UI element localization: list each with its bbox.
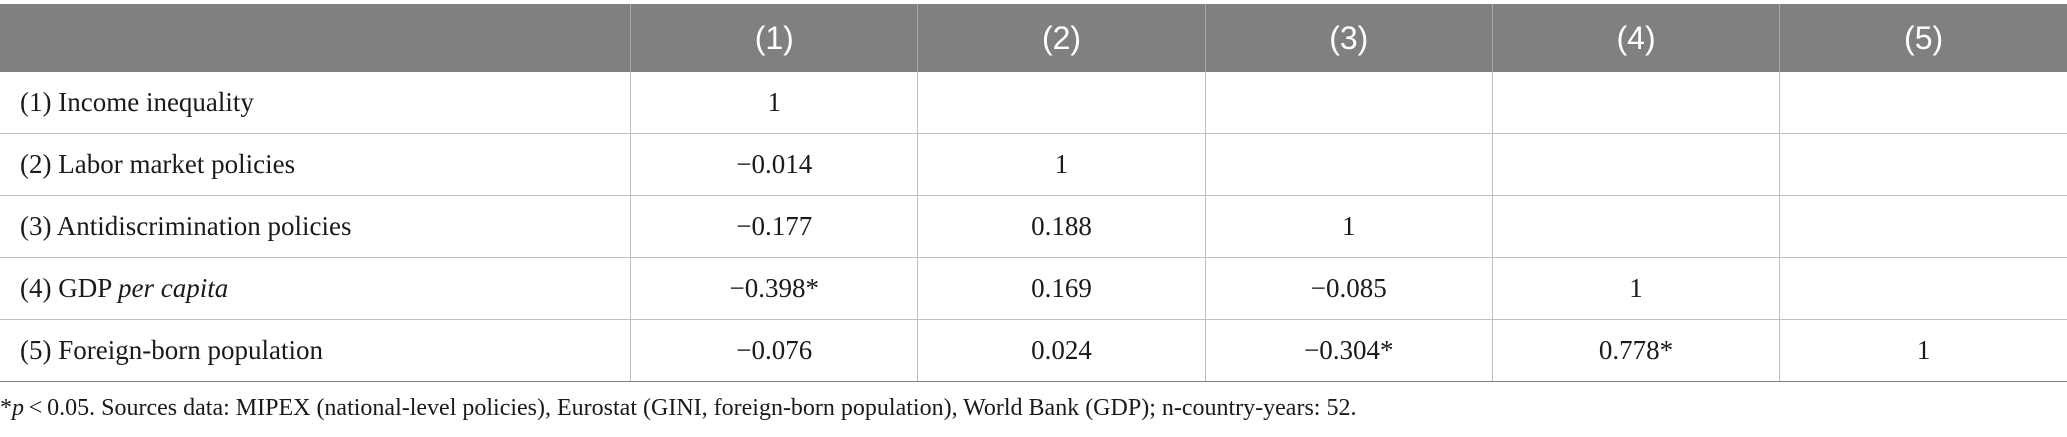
row-label: (4) GDP per capita: [0, 257, 631, 320]
row-label: (3) Antidiscrimination policies: [0, 195, 631, 258]
table-cell: [1204, 72, 1493, 134]
table-cell: [1779, 133, 2067, 196]
header-cell-4: (4): [1491, 4, 1780, 72]
correlation-table: (1) (2) (3) (4) (5) (1) Income inequalit…: [0, 4, 2067, 382]
table-cell: 1: [1779, 319, 2067, 382]
row-label: (5) Foreign-born population: [0, 319, 631, 382]
table-cell: 1: [1491, 257, 1780, 320]
table-cell: −0.177: [630, 195, 918, 258]
header-cell-2: (2): [917, 4, 1206, 72]
header-cell-5: (5): [1779, 4, 2067, 72]
table-cell: [1491, 195, 1780, 258]
table-cell: [1779, 257, 2067, 320]
table-cell: [1491, 133, 1780, 196]
table-row: (2) Labor market policies −0.014 1: [0, 133, 2067, 196]
table-cell: [1779, 72, 2067, 134]
table-cell: −0.398*: [630, 257, 918, 320]
table-cell: −0.014: [630, 133, 918, 196]
table-cell: 0.169: [917, 257, 1206, 320]
table-cell: −0.304*: [1204, 319, 1493, 382]
header-row: (1) (2) (3) (4) (5): [0, 4, 2067, 72]
header-cell-empty: [0, 4, 631, 72]
correlation-table-container: (1) (2) (3) (4) (5) (1) Income inequalit…: [0, 4, 2067, 382]
row-label: (1) Income inequality: [0, 72, 631, 134]
table-cell: −0.085: [1204, 257, 1493, 320]
table-cell: −0.076: [630, 319, 918, 382]
row-label: (2) Labor market policies: [0, 133, 631, 196]
table-cell: 0.188: [917, 195, 1206, 258]
table-row: (5) Foreign-born population −0.076 0.024…: [0, 319, 2067, 382]
header-cell-1: (1): [630, 4, 918, 72]
table-row: (1) Income inequality 1: [0, 72, 2067, 134]
table-row: (3) Antidiscrimination policies −0.177 0…: [0, 195, 2067, 258]
table-row: (4) GDP per capita −0.398* 0.169 −0.085 …: [0, 257, 2067, 320]
table-cell: 1: [630, 72, 918, 134]
table-cell: 1: [1204, 195, 1493, 258]
table-footnote: *p < 0.05. Sources data: MIPEX (national…: [0, 395, 1357, 421]
table-cell: [1204, 133, 1493, 196]
table-cell: [917, 72, 1206, 134]
table-cell: [1779, 195, 2067, 258]
table-cell: 1: [917, 133, 1206, 196]
table-cell: [1491, 72, 1780, 134]
header-cell-3: (3): [1204, 4, 1493, 72]
table-cell: 0.024: [917, 319, 1206, 382]
table-cell: 0.778*: [1491, 319, 1780, 382]
